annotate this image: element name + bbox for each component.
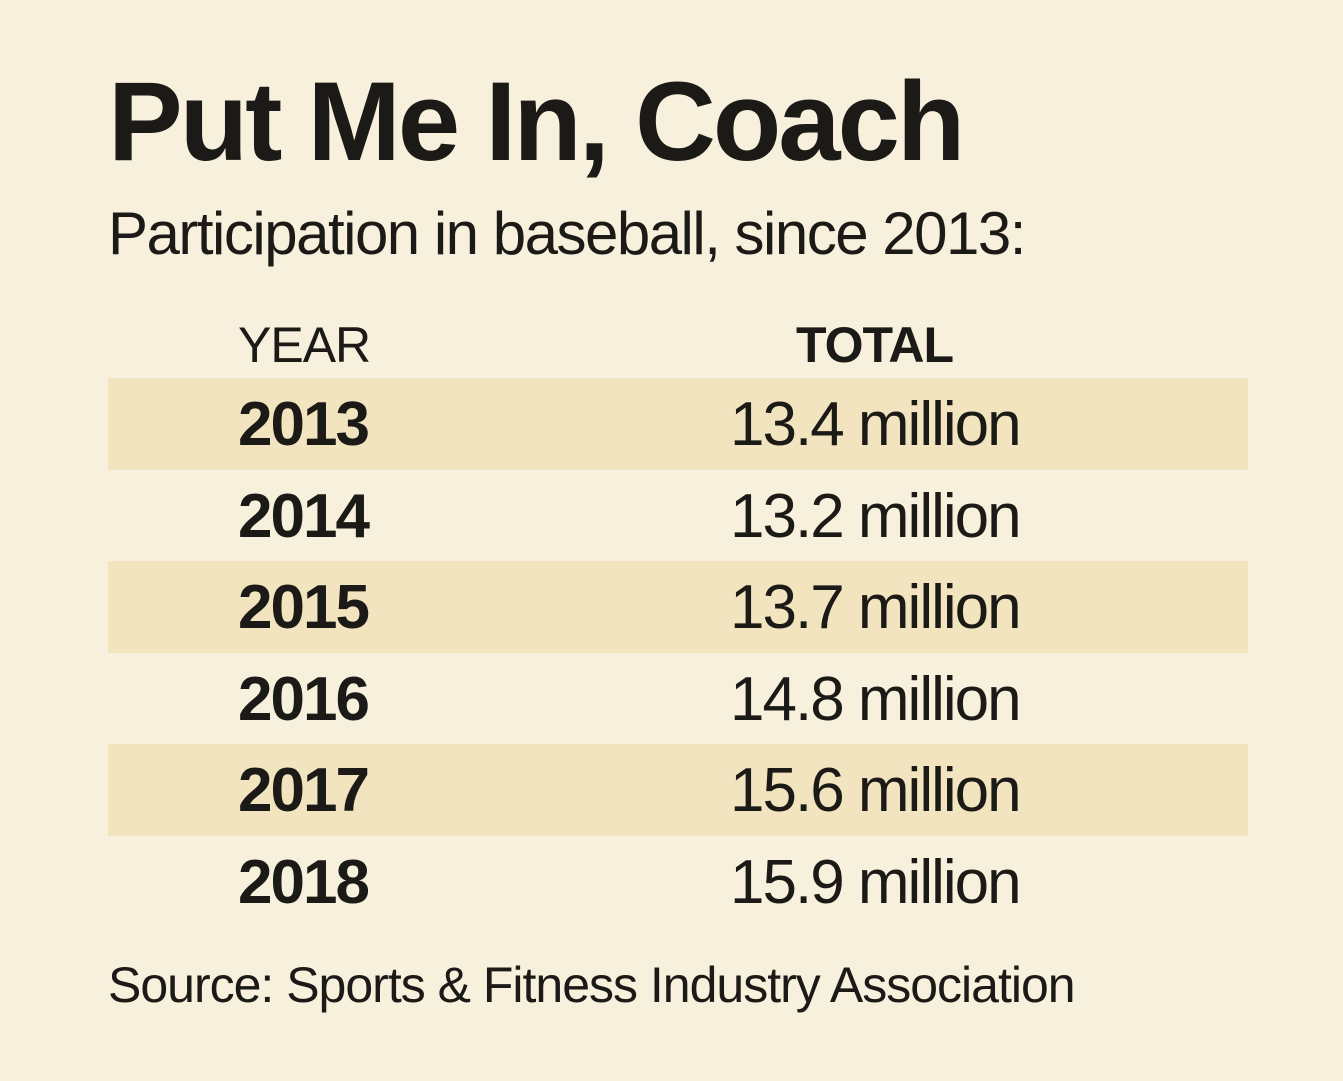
table-row: 2016 14.8 million xyxy=(108,653,1248,745)
table-row: 2014 13.2 million xyxy=(108,470,1248,562)
source-note: Source: Sports & Fitness Industry Associ… xyxy=(108,957,1076,1013)
year-cell: 2017 xyxy=(238,756,370,826)
year-cell: 2016 xyxy=(238,664,370,734)
table-row: 2017 15.6 million xyxy=(108,744,1248,836)
total-cell: 13.2 million xyxy=(730,481,1022,551)
year-cell: 2013 xyxy=(238,390,370,459)
year-cell: 2015 xyxy=(238,573,370,643)
total-cell: 13.4 million xyxy=(730,390,1022,459)
year-cell: 2018 xyxy=(238,847,370,917)
column-header-total: TOTAL xyxy=(796,317,954,373)
table-row: 2013 13.4 million xyxy=(108,378,1248,470)
total-cell: 15.6 million xyxy=(730,756,1022,826)
total-cell: 15.9 million xyxy=(730,847,1022,917)
table-row: 2018 15.9 million xyxy=(108,836,1248,928)
chart-title: Put Me In, Coach xyxy=(108,59,965,184)
table-body: 2013 13.4 million 2014 13.2 million 2015… xyxy=(108,378,1248,928)
total-cell: 13.7 million xyxy=(730,573,1022,643)
participation-table: YEAR TOTAL 2013 13.4 million 2014 13.2 m… xyxy=(108,318,1248,928)
table-row: 2015 13.7 million xyxy=(108,561,1248,653)
chart-subtitle: Participation in baseball, since 2013: xyxy=(108,200,1026,267)
year-cell: 2014 xyxy=(238,481,370,551)
total-cell: 14.8 million xyxy=(730,664,1022,734)
table-header-row: YEAR TOTAL xyxy=(108,318,1248,378)
column-header-year: YEAR xyxy=(238,317,371,373)
